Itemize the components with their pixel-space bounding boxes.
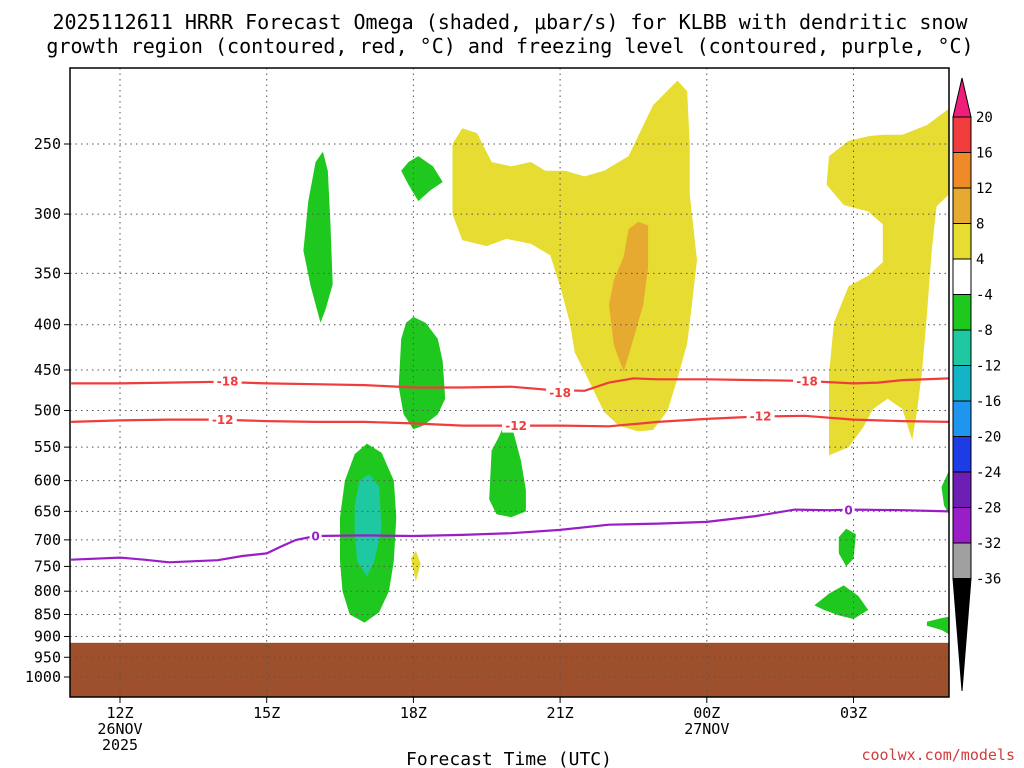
- x-tick-label-00Z-0: 00Z: [693, 704, 720, 722]
- colorbar-label-13: -36: [976, 572, 1001, 588]
- contour-label-bg-6: [309, 529, 322, 544]
- y-tick-label-350: 350: [34, 264, 61, 282]
- colorbar-label-0: 20: [976, 110, 993, 126]
- y-tick-label-950: 950: [34, 648, 61, 666]
- chart-title-line-1: 2025112611 HRRR Forecast Omega (shaded, …: [52, 10, 968, 34]
- colorbar-box-12: [952, 507, 972, 544]
- colorbar-label-7: -12: [976, 359, 1001, 375]
- colorbar-label-8: -16: [976, 394, 1001, 410]
- colorbar-top-arrow: [952, 77, 972, 118]
- y-axis-ticks: 250 300 350 400 450 500 550 600 650 700 750 800 850 9…: [25, 135, 70, 686]
- contour-label-4: -12: [505, 419, 527, 433]
- x-axis-title: Forecast Time (UTC): [406, 749, 612, 768]
- colorbar-label-10: -24: [976, 465, 1001, 481]
- colorbar-label-5: -4: [976, 288, 993, 304]
- colorbar-box-10: [952, 436, 972, 473]
- colorbar-label-2: 12: [976, 181, 993, 197]
- colorbar-box-8: [952, 365, 972, 402]
- contour-label-bg-5: [746, 408, 775, 423]
- contour-label-bg-4: [502, 418, 531, 433]
- contour-label-2: -18: [796, 374, 818, 388]
- omega-region-2: [826, 108, 949, 456]
- colorbar-box-6: [952, 294, 972, 331]
- contour-line-0-2: [71, 508, 950, 564]
- colorbar-label-6: -8: [976, 323, 993, 339]
- colorbar-box-13: [952, 542, 972, 579]
- contour-labels: -18 -18 -18 -12 -12 -12 0 0: [208, 373, 855, 544]
- colorbar-bottom-arrow: [952, 578, 972, 692]
- colorbar-label-12: -32: [976, 536, 1001, 552]
- colorbar-box-2: [952, 152, 972, 189]
- plot-frame: [69, 67, 950, 698]
- contour-label-0: -18: [217, 374, 239, 388]
- colorbar-box-9: [952, 400, 972, 437]
- colorbar-box-5: [952, 258, 972, 295]
- contour-label-bg-7: [842, 503, 855, 518]
- contour-label-bg-0: [213, 373, 242, 388]
- contour-label-5: -12: [750, 409, 772, 423]
- omega-region-3: [303, 151, 333, 323]
- omega-region-6: [489, 419, 526, 518]
- x-tick-label-21Z-0: 21Z: [547, 704, 574, 722]
- y-tick-label-800: 800: [34, 582, 61, 600]
- y-tick-label-850: 850: [34, 606, 61, 624]
- colorbar-label-11: -28: [976, 501, 1001, 517]
- omega-region-4: [401, 156, 443, 202]
- omega-region-1: [609, 221, 649, 372]
- y-tick-label-700: 700: [34, 531, 61, 549]
- x-tick-label-12Z-2: 2025: [102, 736, 138, 754]
- colorbar-label-3: 8: [976, 217, 984, 233]
- x-tick-label-03Z-0: 03Z: [840, 704, 867, 722]
- y-tick-label-1000: 1000: [25, 668, 61, 686]
- omega-region-5: [398, 316, 446, 430]
- colorbar-box-4: [952, 223, 972, 260]
- credit-link[interactable]: coolwx.com/models: [861, 746, 1015, 764]
- omega-region-13: [926, 616, 949, 635]
- y-tick-label-250: 250: [34, 135, 61, 153]
- x-tick-label-18Z-0: 18Z: [400, 704, 427, 722]
- colorbar-box-7: [952, 329, 972, 366]
- colorbar-label-1: 16: [976, 146, 993, 162]
- colorbar: 20 16 12 8 4 -4 -8 -12 -16 -20 -24 -28 -32 -36: [952, 77, 1001, 692]
- y-tick-label-650: 650: [34, 502, 61, 520]
- omega-region-11: [838, 528, 856, 567]
- omega-region-12: [814, 585, 869, 619]
- omega-region-0: [452, 80, 697, 432]
- y-tick-label-750: 750: [34, 557, 61, 575]
- contour-label-bg-1: [546, 385, 575, 400]
- contour-label-bg-3: [208, 412, 237, 427]
- y-tick-label-600: 600: [34, 472, 61, 490]
- x-tick-label-00Z-1: 27NOV: [684, 720, 729, 738]
- y-tick-label-500: 500: [34, 402, 61, 420]
- y-tick-label-550: 550: [34, 438, 61, 456]
- colorbar-box-1: [952, 116, 972, 153]
- ground-terrain: [70, 642, 949, 697]
- chart-title-line-2: growth region (contoured, red, °C) and f…: [46, 34, 973, 58]
- y-tick-label-400: 400: [34, 316, 61, 334]
- contour-label-1: -18: [549, 386, 571, 400]
- omega-region-8: [354, 474, 382, 577]
- colorbar-label-4: 4: [976, 252, 984, 268]
- colorbar-label-9: -20: [976, 430, 1001, 446]
- omega-shading-layer: [303, 80, 949, 635]
- x-tick-label-12Z-0: 12Z: [106, 704, 133, 722]
- y-tick-label-900: 900: [34, 627, 61, 645]
- contour-label-3: -12: [212, 413, 234, 427]
- x-tick-label-15Z-0: 15Z: [253, 704, 280, 722]
- contour-label-6: 0: [311, 530, 319, 544]
- contour-label-bg-2: [793, 373, 822, 388]
- colorbar-box-11: [952, 471, 972, 508]
- colorbar-box-3: [952, 187, 972, 224]
- contour-label-7: 0: [844, 504, 852, 518]
- x-tick-label-12Z-1: 26NOV: [97, 720, 142, 738]
- y-tick-label-300: 300: [34, 205, 61, 223]
- y-tick-label-450: 450: [34, 361, 61, 379]
- omega-region-10: [941, 464, 949, 515]
